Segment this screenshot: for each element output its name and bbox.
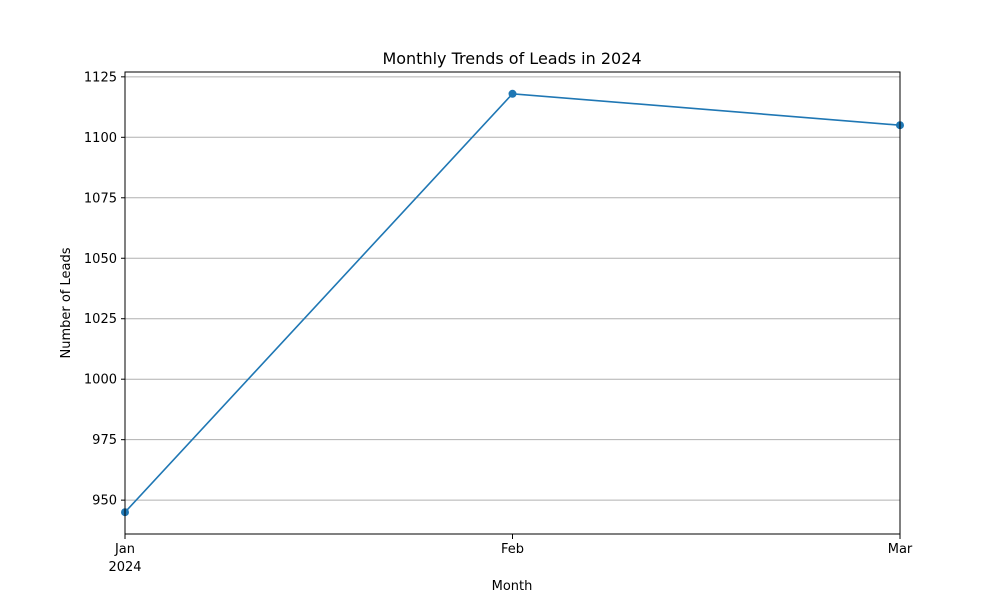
y-axis-ticks: 950 975 1000 1025 1050 1075 1100 1125 xyxy=(84,70,125,509)
x-tick-label: Mar xyxy=(888,542,913,557)
y-tick-label: 975 xyxy=(92,433,117,448)
series-line xyxy=(124,92,901,513)
x-axis-label: Month xyxy=(492,579,533,594)
y-tick-label: 1025 xyxy=(84,312,117,327)
y-tick-label: 1075 xyxy=(84,191,117,206)
x-axis-ticks: Jan Feb Mar 2024 xyxy=(108,534,913,575)
y-axis-label: Number of Leads xyxy=(59,247,74,358)
y-tick-label: 1050 xyxy=(84,252,117,267)
data-point xyxy=(508,89,517,98)
y-tick-label: 950 xyxy=(92,494,117,509)
y-tick-label: 1100 xyxy=(84,131,117,146)
chart-title: Monthly Trends of Leads in 2024 xyxy=(382,49,641,68)
plot-frame xyxy=(124,71,901,535)
x-tick-label: Feb xyxy=(501,542,524,557)
y-tick-label: 1000 xyxy=(84,373,117,388)
grid-lines xyxy=(125,76,900,501)
y-tick-label: 1125 xyxy=(84,70,117,85)
x-tick-label: Jan xyxy=(114,542,135,557)
x-year-label: 2024 xyxy=(108,560,141,575)
series-layer xyxy=(121,89,904,517)
